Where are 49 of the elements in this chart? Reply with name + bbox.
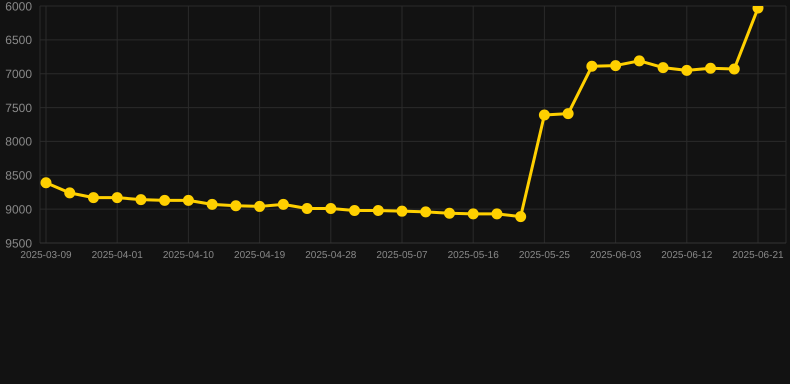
point <box>468 208 479 220</box>
point <box>515 211 526 222</box>
x-tick-label: 2025-04-28 <box>305 250 357 262</box>
point <box>562 108 574 120</box>
x-tick-label: 2025-04-19 <box>234 250 286 262</box>
point <box>112 192 123 204</box>
point <box>705 62 716 74</box>
x-tick-label: 2025-05-07 <box>376 250 428 262</box>
y-tick-label: 7500 <box>5 100 32 115</box>
x-tick-label: 2025-06-03 <box>590 250 642 262</box>
point <box>159 194 170 206</box>
y-tick-label: 9500 <box>5 236 32 250</box>
x-tick-label: 2025-03-09 <box>20 250 72 262</box>
point <box>634 55 645 66</box>
point <box>491 208 502 220</box>
point <box>254 200 266 212</box>
point <box>135 194 146 206</box>
point <box>64 187 76 198</box>
point <box>444 208 455 219</box>
point <box>586 60 598 72</box>
point <box>658 62 669 74</box>
x-tick-label: 2025-06-21 <box>732 250 784 262</box>
point <box>728 63 740 74</box>
y-tick-label: 9000 <box>5 202 32 216</box>
point <box>278 198 289 210</box>
point <box>396 206 408 217</box>
point <box>230 200 242 212</box>
y-tick-label: 6500 <box>5 33 32 48</box>
point <box>372 204 384 216</box>
y-tick-label: 8500 <box>5 168 32 183</box>
y-tick-label: 6000 <box>5 0 32 14</box>
point <box>349 204 360 216</box>
point <box>302 202 313 214</box>
y-tick-label: 8000 <box>5 134 32 149</box>
point <box>40 177 52 188</box>
point <box>182 194 194 206</box>
x-tick-label: 2025-04-01 <box>92 250 144 262</box>
point <box>88 192 99 204</box>
point <box>325 202 336 214</box>
x-tick-label: 2025-05-16 <box>448 250 500 262</box>
x-tick-label: 2025-05-25 <box>518 250 570 262</box>
point <box>206 198 218 210</box>
y-tick-label: 7000 <box>5 66 32 81</box>
x-tick-label: 2025-04-10 <box>162 250 214 262</box>
point <box>420 206 432 218</box>
point <box>538 110 550 121</box>
x-tick-label: 2025-06-12 <box>661 250 713 262</box>
point <box>610 60 622 72</box>
point <box>681 64 692 76</box>
